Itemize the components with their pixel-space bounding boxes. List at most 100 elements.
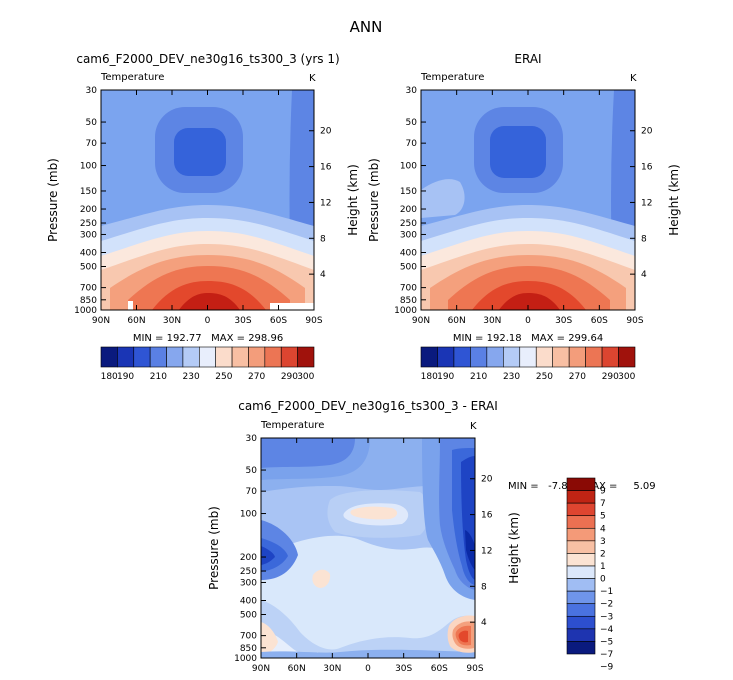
right-tick-label: 4 xyxy=(320,270,326,280)
y-tick-label: 250 xyxy=(80,219,97,229)
x-tick-label: 30S xyxy=(395,664,412,674)
colorbar-swatch xyxy=(601,346,619,368)
x-tick-label: 30N xyxy=(483,316,501,326)
colorbar-swatch xyxy=(566,603,596,617)
variable-label: Temperature xyxy=(100,72,164,83)
colorbar-swatch xyxy=(566,590,596,605)
fill-1-bottom-left xyxy=(261,622,278,655)
colorbar-label: 210 xyxy=(470,372,487,382)
y-tick-label: 100 xyxy=(400,162,417,172)
x-tick-label: 60N xyxy=(448,316,466,326)
y-tick-label: 50 xyxy=(86,118,98,128)
x-tick-label: 90N xyxy=(412,316,430,326)
right-tick-label: 12 xyxy=(481,546,492,556)
y-axis-label: Pressure (mb) xyxy=(207,506,221,590)
y-tick-label: 700 xyxy=(80,284,97,294)
right-tick-label: 20 xyxy=(481,475,493,485)
colorbar-label: −3 xyxy=(600,612,613,622)
x-tick-label: 90N xyxy=(92,316,110,326)
colorbar-swatch xyxy=(568,346,586,368)
right-tick-label: 12 xyxy=(320,198,331,208)
y-tick-label: 100 xyxy=(240,510,257,520)
colorbar-swatch xyxy=(264,346,282,368)
missing-topo-2 xyxy=(128,301,133,310)
y-axis-label-right: Height (km) xyxy=(667,164,681,235)
colorbar-swatch xyxy=(199,346,216,368)
y-tick-label: 500 xyxy=(80,263,97,273)
fill-300 xyxy=(498,293,560,310)
fill-1-center xyxy=(350,506,398,520)
y-tick-label: 250 xyxy=(400,219,417,229)
colorbar-swatch xyxy=(133,346,151,368)
figure-title: ANN xyxy=(350,18,383,36)
x-tick-label: 60S xyxy=(270,316,287,326)
x-tick-label: 0 xyxy=(205,316,211,326)
colorbar-swatch xyxy=(420,346,438,368)
right-tick-label: 16 xyxy=(320,163,332,173)
x-tick-label: 90N xyxy=(252,664,270,674)
y-tick-label: 400 xyxy=(240,597,257,607)
colorbar-label: 3 xyxy=(600,537,606,547)
right-tick-label: 16 xyxy=(641,163,653,173)
colorbar-swatch xyxy=(470,346,488,368)
panel-model: Temperature K Pressure (mb) Height (km) … xyxy=(46,72,360,382)
colorbar-swatch xyxy=(566,527,596,542)
fill-5-right xyxy=(458,630,468,643)
colorbar-swatch xyxy=(100,346,118,368)
right-tick-label: 12 xyxy=(641,198,652,208)
y-tick-label: 30 xyxy=(246,434,258,444)
colorbar-swatch xyxy=(149,346,167,368)
y-tick-label: 50 xyxy=(246,466,258,476)
fill-230-blob xyxy=(421,179,465,218)
x-tick-label: 90S xyxy=(466,664,483,674)
colorbar-label: 5 xyxy=(600,512,606,522)
y-tick-label: 700 xyxy=(400,284,417,294)
colorbar-swatch xyxy=(503,346,521,368)
missing-topo xyxy=(270,303,314,310)
top-left-title: cam6_F2000_DEV_ne30g16_ts300_3 (yrs 1) xyxy=(76,52,339,66)
colorbar-label: 270 xyxy=(248,372,265,382)
units-label: K xyxy=(470,421,477,432)
right-tick-label: 8 xyxy=(641,234,647,244)
colorbar-label: −1 xyxy=(600,587,613,597)
y-tick-label: 200 xyxy=(240,553,257,563)
y-tick-label: 300 xyxy=(240,578,257,588)
colorbar: 180 190 210 230 250 270 290 300 xyxy=(420,346,636,382)
y-tick-label: 850 xyxy=(400,296,417,306)
colorbar-label: 4 xyxy=(600,524,606,534)
colorbar-label: 210 xyxy=(150,372,167,382)
y-tick-label: 300 xyxy=(400,230,417,240)
y-tick-label: 500 xyxy=(400,263,417,273)
colorbar-swatch xyxy=(566,628,596,642)
y-axis-label-right: Height (km) xyxy=(346,164,360,235)
y-tick-label: 70 xyxy=(406,139,418,149)
colorbar-label: −4 xyxy=(600,625,614,635)
colorbar-swatch xyxy=(566,515,596,529)
colorbar-label: −5 xyxy=(600,637,613,647)
minmax-label: MIN = 192.18 MAX = 299.64 xyxy=(453,333,603,344)
colorbar-label: 250 xyxy=(215,372,232,382)
y-tick-label: 700 xyxy=(240,632,257,642)
colorbar-swatch xyxy=(566,502,596,517)
colorbar-swatch xyxy=(566,641,596,655)
x-tick-label: 30N xyxy=(163,316,181,326)
colorbar-label: 0 xyxy=(600,575,606,585)
x-tick-label: 90S xyxy=(305,316,322,326)
fill-minus1-bottom xyxy=(261,600,475,658)
x-tick-label: 0 xyxy=(365,664,371,674)
right-tick-label: 4 xyxy=(641,270,647,280)
colorbar-swatch xyxy=(117,346,135,368)
x-tick-label: 30S xyxy=(234,316,251,326)
colorbar-swatch xyxy=(453,346,471,368)
fill-minus5-left xyxy=(261,546,275,565)
right-tick-label: 20 xyxy=(320,127,332,137)
colorbar-label: 230 xyxy=(183,372,200,382)
minmax-label: MIN = 192.77 MAX = 298.96 xyxy=(133,333,283,344)
panel-erai: Temperature K Pressure (mb) Height (km) … xyxy=(367,72,681,382)
fill-1-low xyxy=(312,569,331,588)
axis-ticks: 90N 60N 30N 0 30S 60S 90S 30 50 70 100 150 200 250300… xyxy=(394,86,653,326)
y-axis-label: Pressure (mb) xyxy=(46,158,60,242)
x-tick-label: 0 xyxy=(525,316,531,326)
x-tick-label: 60S xyxy=(591,316,608,326)
